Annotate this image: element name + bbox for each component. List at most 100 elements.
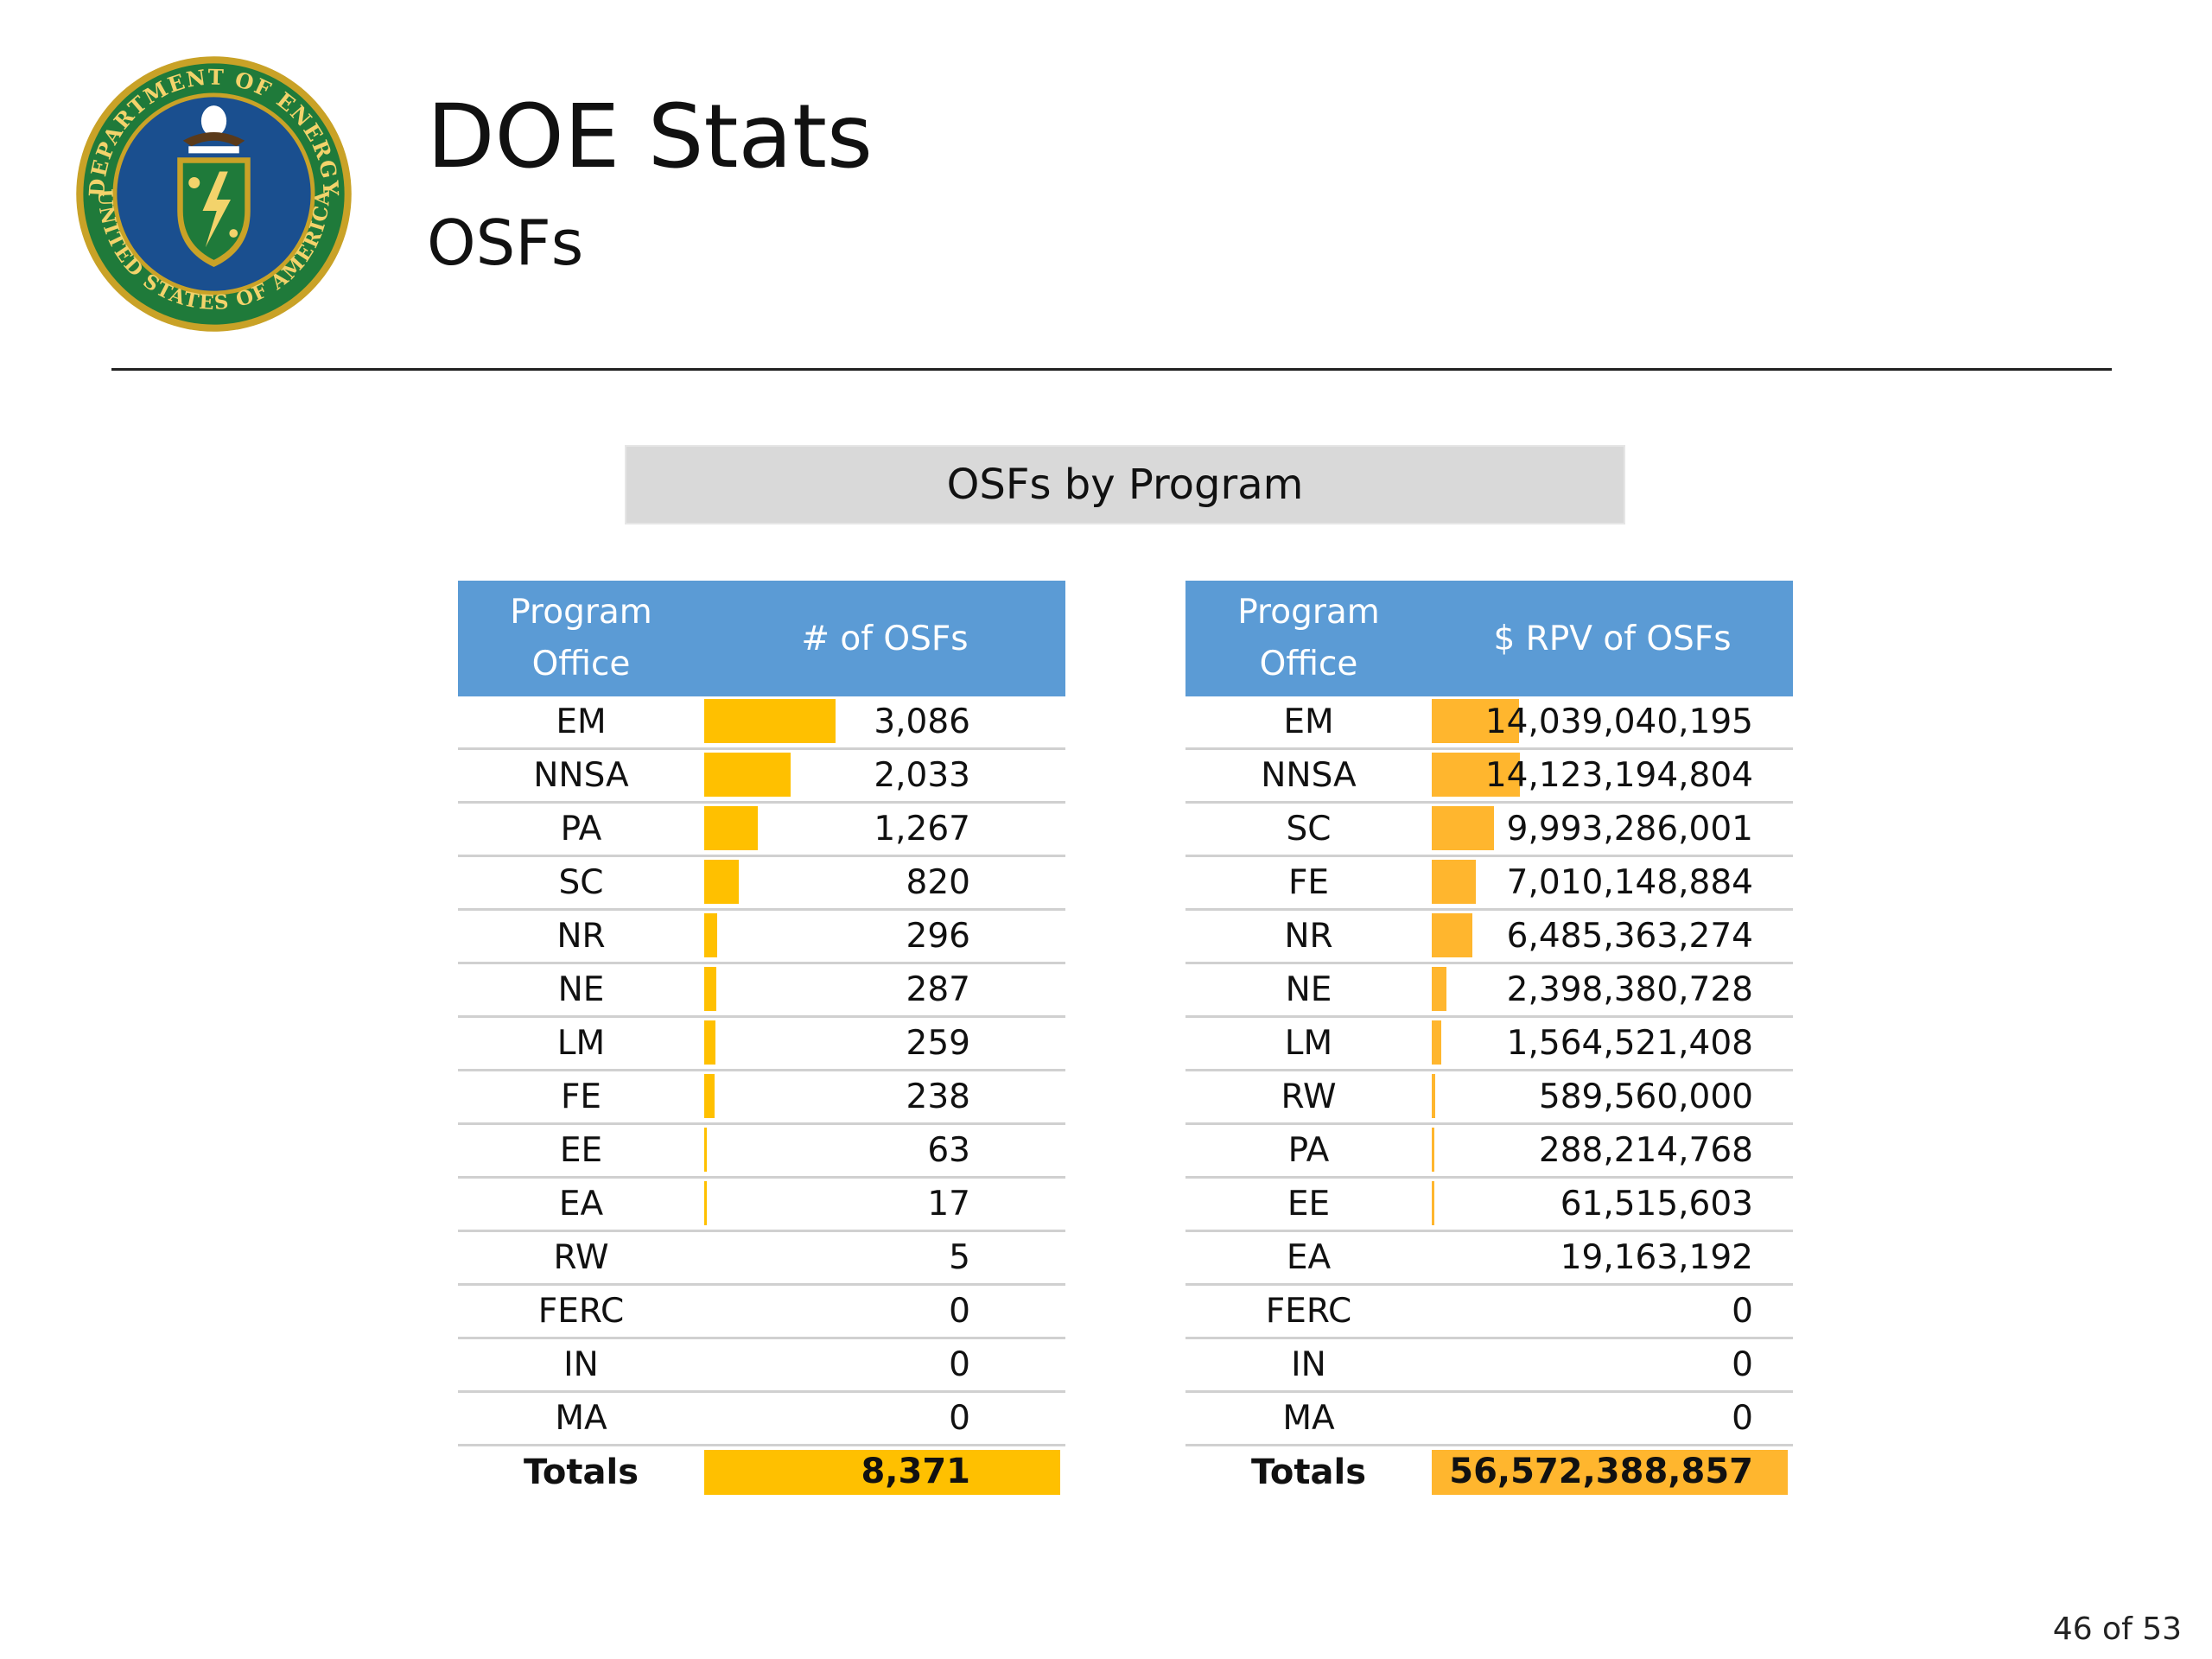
program-office-cell: PA [1287,1131,1330,1170]
data-bar [704,806,758,850]
data-bar [704,913,717,957]
value-text: 0 [1732,1292,1753,1331]
table-row: NR 296 [458,911,1065,964]
program-office-cell: LM [556,1024,606,1063]
totals-value: 56,572,388,857 [1449,1452,1753,1491]
totals-row: Totals 56,572,388,857 [1185,1446,1793,1498]
program-office-cell: NE [1285,970,1332,1009]
data-bar [704,753,791,797]
title-divider [111,368,2112,371]
table-header: Program Office # of OSFs [458,581,1065,696]
table-row: PA 288,214,768 [1185,1125,1793,1179]
program-office-cell: EE [1287,1185,1331,1224]
data-bar [1432,1074,1435,1118]
program-office-cell: MA [1282,1399,1335,1438]
value-text: 5 [949,1238,970,1277]
table-row: IN 0 [458,1339,1065,1393]
value-text: 288,214,768 [1538,1131,1753,1170]
value-text: 1,267 [874,810,970,849]
table-row: EM 3,086 [458,696,1065,750]
page-title: DOE Stats [427,86,874,188]
data-bar [704,1128,707,1172]
data-bar [1432,913,1472,957]
program-office-cell: EE [559,1131,603,1170]
totals-highlight [704,1450,1060,1495]
program-office-cell: RW [1281,1077,1337,1116]
value-cell: 259 [704,1018,1065,1069]
value-text: 6,485,363,274 [1506,917,1753,956]
program-office-cell: MA [555,1399,607,1438]
table-row: LM 1,564,521,408 [1185,1018,1793,1071]
value-text: 0 [1732,1399,1753,1438]
value-text: 820 [906,863,970,902]
program-office-cell: EA [1286,1238,1332,1277]
table-row: SC 9,993,286,001 [1185,804,1793,857]
header-program-office: Program Office [510,593,652,683]
totals-label: Totals [523,1452,639,1492]
table-row: MA 0 [1185,1393,1793,1446]
value-text: 589,560,000 [1538,1077,1753,1116]
value-cell: 0 [1432,1286,1793,1337]
value-cell: 296 [704,911,1065,962]
table-row: NNSA 14,123,194,804 [1185,750,1793,804]
program-office-cell: FE [1287,863,1330,902]
data-bar [1432,699,1519,743]
value-cell: 0 [704,1393,1065,1444]
table-row: RW 589,560,000 [1185,1071,1793,1125]
value-text: 1,564,521,408 [1506,1024,1753,1063]
value-cell: 0 [1432,1339,1793,1390]
value-text: 3,086 [874,702,970,741]
value-text: 0 [949,1399,970,1438]
totals-value-cell: 8,371 [704,1446,1065,1498]
value-cell: 2,033 [704,750,1065,801]
table-header: Program Office $ RPV of OSFs [1185,581,1793,696]
data-bar [1432,1181,1434,1225]
totals-highlight [1432,1450,1788,1495]
program-office-cell: EM [1283,702,1334,741]
table-row: FERC 0 [1185,1286,1793,1339]
value-text: 0 [949,1292,970,1331]
program-office-cell: PA [560,810,602,849]
table-row: NR 6,485,363,274 [1185,911,1793,964]
program-office-cell: NR [1284,917,1333,956]
program-office-cell: IN [563,1345,599,1384]
value-cell: 0 [704,1339,1065,1390]
value-cell: 17 [704,1179,1065,1230]
value-text: 14,123,194,804 [1484,756,1753,795]
table-row: FE 238 [458,1071,1065,1125]
osf-count-table: Program Office # of OSFs EM 3,086 NNSA 2,03… [458,581,1065,1498]
data-bar [1432,860,1476,904]
doe-seal-logo: DEPARTMENT OF ENERGY UNITED STATES OF AM… [76,56,352,332]
table-row: SC 820 [458,857,1065,911]
program-office-cell: SC [1286,810,1332,849]
program-office-cell: NE [557,970,605,1009]
table-body: EM 3,086 NNSA 2,033 PA 1,267 SC 820 NR 296 NE 287 LM… [458,696,1065,1446]
value-text: 7,010,148,884 [1506,863,1753,902]
value-cell: 7,010,148,884 [1432,857,1793,908]
page-number: 46 of 53 [2052,1611,2182,1647]
table-row: FERC 0 [458,1286,1065,1339]
value-text: 2,033 [874,756,970,795]
program-office-cell: LM [1284,1024,1333,1063]
value-cell: 0 [704,1286,1065,1337]
data-bar [704,967,716,1011]
value-cell: 1,564,521,408 [1432,1018,1793,1069]
totals-row: Totals 8,371 [458,1446,1065,1498]
value-text: 0 [949,1345,970,1384]
value-text: 9,993,286,001 [1506,810,1753,849]
value-cell: 3,086 [704,696,1065,747]
value-cell: 5 [704,1232,1065,1283]
value-cell: 589,560,000 [1432,1071,1793,1122]
value-text: 63 [927,1131,970,1170]
data-bar [1432,806,1494,850]
table-row: LM 259 [458,1018,1065,1071]
osf-rpv-table: Program Office $ RPV of OSFs EM 14,039,04… [1185,581,1793,1498]
data-bar [1432,967,1446,1011]
data-bar [704,1074,715,1118]
program-office-cell: FE [560,1077,602,1116]
data-bar [704,860,739,904]
value-cell: 1,267 [704,804,1065,855]
table-row: IN 0 [1185,1339,1793,1393]
value-text: 2,398,380,728 [1506,970,1753,1009]
value-cell: 14,123,194,804 [1432,750,1793,801]
